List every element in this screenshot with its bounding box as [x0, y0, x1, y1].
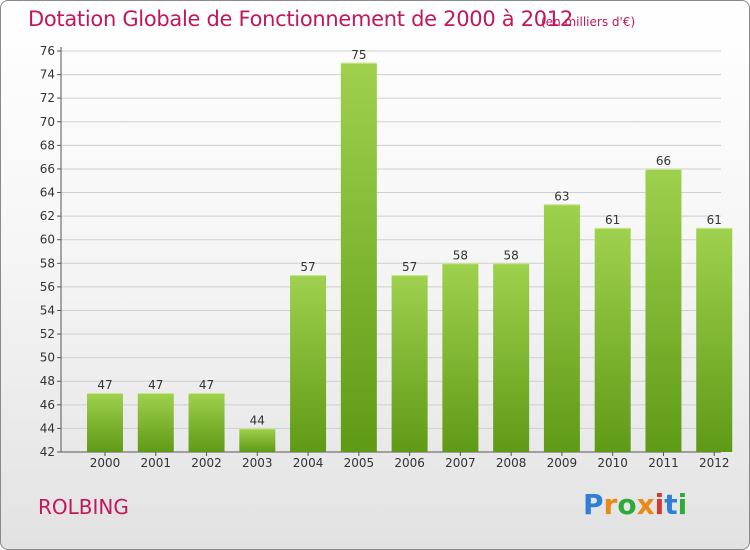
bar-2002[interactable] — [188, 393, 225, 452]
x-tick-label-2009: 2009 — [547, 456, 578, 470]
bar-2010[interactable] — [594, 227, 631, 452]
chart-title: Dotation Globale de Fonctionnement de 20… — [28, 7, 573, 31]
y-tick-label: 58 — [40, 256, 55, 270]
bar-2005[interactable] — [340, 62, 377, 452]
data-label-2009: 63 — [554, 189, 569, 203]
x-tick-label-2001: 2001 — [140, 456, 171, 470]
bar-2012[interactable] — [696, 227, 733, 452]
x-tick-label-2010: 2010 — [597, 456, 628, 470]
data-labels: 47 47 47 44 57 75 57 58 58 63 61 66 61 — [97, 48, 722, 428]
data-label-2002: 47 — [199, 378, 214, 392]
proxiti-logo[interactable]: Proxiti — [583, 488, 688, 521]
y-tick-label: 56 — [40, 280, 55, 294]
bar-2001[interactable] — [137, 393, 174, 452]
y-tick-label: 74 — [40, 68, 55, 82]
unit-note: (en milliers d'€) — [541, 15, 636, 29]
bar-2000[interactable] — [87, 393, 123, 452]
y-tick-label: 72 — [40, 91, 55, 105]
bar-2008[interactable] — [493, 263, 530, 452]
data-label-2003: 44 — [250, 413, 265, 427]
y-tick-label: 60 — [40, 233, 55, 247]
bar-2003[interactable] — [239, 428, 276, 452]
bar-2007[interactable] — [442, 263, 479, 452]
bar-2009[interactable] — [543, 204, 580, 452]
commune-name: ROLBING — [38, 495, 129, 519]
y-tick-label: 54 — [40, 303, 55, 317]
x-tick-label-2008: 2008 — [496, 456, 527, 470]
y-tick-label: 52 — [40, 327, 55, 341]
data-label-2012: 61 — [707, 213, 722, 227]
y-tick-label: 46 — [40, 398, 55, 412]
data-label-2006: 57 — [402, 260, 417, 274]
y-tick-label: 64 — [40, 186, 55, 200]
x-tick-label-2000: 2000 — [90, 456, 121, 470]
y-tick-label: 70 — [40, 115, 55, 129]
data-label-2008: 58 — [504, 248, 519, 262]
y-tick-label: 62 — [40, 209, 55, 223]
data-label-2010: 61 — [605, 213, 620, 227]
x-tick-label-2003: 2003 — [242, 456, 273, 470]
x-tick-label-2004: 2004 — [293, 456, 324, 470]
data-label-2007: 58 — [453, 248, 468, 262]
y-tick-label: 76 — [40, 44, 55, 58]
y-tick-label: 48 — [40, 374, 55, 388]
x-tick-label-2012: 2012 — [699, 456, 730, 470]
y-tick-label: 50 — [40, 351, 55, 365]
y-tick-label: 66 — [40, 162, 55, 176]
x-tick-label-2007: 2007 — [445, 456, 476, 470]
bar-2006[interactable] — [391, 275, 428, 452]
y-tick-label: 44 — [40, 421, 55, 435]
bars — [87, 62, 733, 453]
data-label-2005: 75 — [351, 48, 366, 62]
x-tick-label-2005: 2005 — [344, 456, 375, 470]
y-tick-label: 42 — [40, 445, 55, 459]
data-label-2000: 47 — [97, 378, 112, 392]
y-tick-labels: 42 44 46 48 50 52 54 56 58 60 62 64 66 68 70 72 74 76 — [40, 44, 55, 459]
bar-2011[interactable] — [645, 168, 682, 453]
data-label-2001: 47 — [148, 378, 163, 392]
x-tick-label-2011: 2011 — [648, 456, 679, 470]
data-label-2004: 57 — [300, 260, 315, 274]
x-tick-label-2002: 2002 — [191, 456, 222, 470]
bar-2004[interactable] — [290, 275, 327, 452]
data-label-2011: 66 — [656, 154, 671, 168]
y-tick-label: 68 — [40, 138, 55, 152]
x-tick-labels: 2000 2001 2002 2003 2004 2005 2006 2007 2008 2009… — [90, 452, 730, 470]
x-tick-label-2006: 2006 — [394, 456, 425, 470]
